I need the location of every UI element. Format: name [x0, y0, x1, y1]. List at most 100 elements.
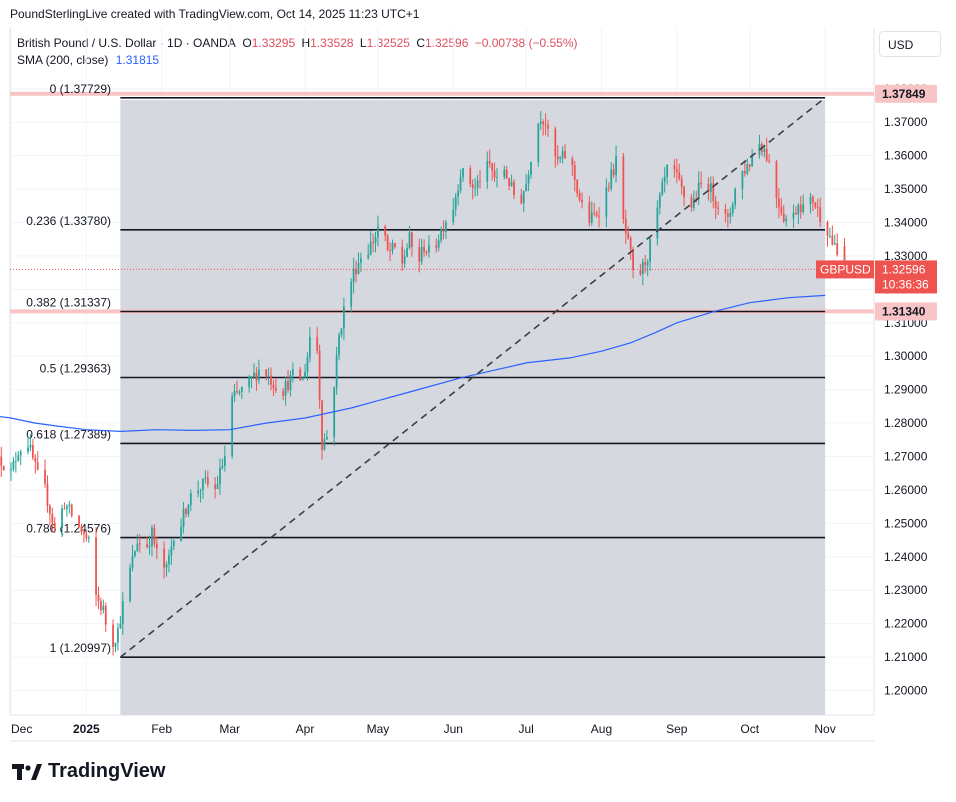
- candle-body: [290, 375, 292, 390]
- bar-countdown: 10:36:36: [882, 277, 929, 291]
- candle: [469, 165, 471, 187]
- candle-body: [574, 165, 576, 180]
- candle-body: [389, 250, 391, 251]
- candle-body: [744, 171, 746, 174]
- candle-body: [622, 156, 624, 219]
- candle-body: [742, 171, 744, 189]
- candle-body: [511, 182, 513, 186]
- candle-body: [554, 129, 556, 157]
- time-tick-label: 2025: [73, 722, 100, 736]
- candle-body: [377, 227, 379, 238]
- candle-body: [421, 247, 423, 262]
- candle-body: [251, 377, 253, 378]
- candle-body: [100, 601, 102, 610]
- candle-body: [411, 232, 413, 247]
- candle-body: [61, 508, 63, 528]
- candle-body: [547, 125, 549, 129]
- candle-body: [559, 158, 561, 159]
- fib-level-label: 0.236 (1.33780): [26, 214, 111, 228]
- candle-body: [625, 219, 627, 233]
- candle-body: [588, 202, 590, 223]
- candle: [100, 598, 102, 616]
- candle: [37, 451, 39, 470]
- candle-body: [202, 479, 204, 490]
- candle-body: [678, 172, 680, 179]
- price-axis: 1.200001.210001.220001.230001.240001.250…: [884, 82, 928, 698]
- candle: [102, 600, 104, 614]
- candle-body: [571, 158, 573, 165]
- candle-body: [71, 505, 73, 516]
- candle-body: [360, 258, 362, 263]
- candle: [319, 345, 321, 409]
- candle-body: [440, 229, 442, 240]
- candle-body: [836, 243, 838, 254]
- candle-body: [831, 236, 833, 245]
- candle: [387, 234, 389, 252]
- candle-body: [139, 543, 141, 544]
- candle-body: [664, 177, 666, 182]
- fib-level-label: 0 (1.37729): [50, 82, 111, 96]
- time-tick-label: Mar: [219, 722, 240, 736]
- price-tick-label: 1.26000: [884, 483, 928, 497]
- price-tick-label: 1.37000: [884, 115, 928, 129]
- fib-level-label: 1 (1.20997): [50, 641, 111, 655]
- candle: [66, 504, 68, 516]
- candle-body: [187, 505, 189, 514]
- candle: [105, 602, 107, 632]
- candle-body: [520, 195, 522, 203]
- candle-body: [540, 122, 542, 124]
- candle-body: [265, 370, 267, 377]
- candle-body: [506, 170, 508, 178]
- candle: [129, 564, 131, 603]
- candle: [829, 228, 831, 239]
- candle-body: [253, 373, 255, 377]
- candle-body: [85, 534, 87, 538]
- candle-body: [83, 532, 85, 534]
- candle-body: [627, 233, 629, 238]
- time-tick-label: Aug: [591, 722, 612, 736]
- candle-body: [350, 282, 352, 307]
- candle-body: [338, 335, 340, 355]
- candle-body: [817, 207, 819, 208]
- candle-body: [170, 546, 172, 555]
- candle-body: [367, 255, 369, 259]
- candle-body: [112, 625, 114, 647]
- price-tick-label: 1.28000: [884, 416, 928, 430]
- candle-body: [270, 376, 272, 385]
- highlighted-level-band: [10, 92, 874, 96]
- candle-body: [576, 180, 578, 193]
- candle-body: [375, 237, 377, 243]
- candle-body: [214, 485, 216, 489]
- candle-body: [783, 213, 785, 221]
- candle-body: [479, 181, 481, 182]
- candle-body: [545, 124, 547, 125]
- candle-body: [173, 541, 175, 546]
- candle-body: [166, 564, 168, 567]
- candle-body: [134, 551, 136, 556]
- time-axis: Dec 2025 Feb Mar Apr May Jun Jul Aug Sep Oct Nov: [11, 722, 836, 736]
- candle-body: [88, 537, 90, 538]
- candle-body: [190, 493, 192, 505]
- candle-body: [343, 307, 345, 329]
- currency-button[interactable]: USD: [879, 31, 941, 57]
- candle-body: [542, 122, 544, 125]
- candle-body: [827, 222, 829, 236]
- candle: [71, 504, 73, 518]
- candle-body: [336, 355, 338, 387]
- time-tick-label: Oct: [740, 722, 759, 736]
- candle: [83, 531, 85, 542]
- candle-body: [98, 595, 100, 601]
- candle-body: [632, 250, 634, 271]
- candle-body: [239, 392, 241, 393]
- candle-body: [258, 370, 260, 381]
- candle-body: [462, 168, 464, 177]
- candle-body: [231, 396, 233, 456]
- candle-body: [236, 391, 238, 392]
- candle-body: [647, 262, 649, 265]
- candle-body: [105, 606, 107, 625]
- candle-body: [486, 161, 488, 182]
- candle-body: [10, 469, 12, 470]
- candle: [32, 439, 34, 460]
- candle-body: [768, 161, 770, 162]
